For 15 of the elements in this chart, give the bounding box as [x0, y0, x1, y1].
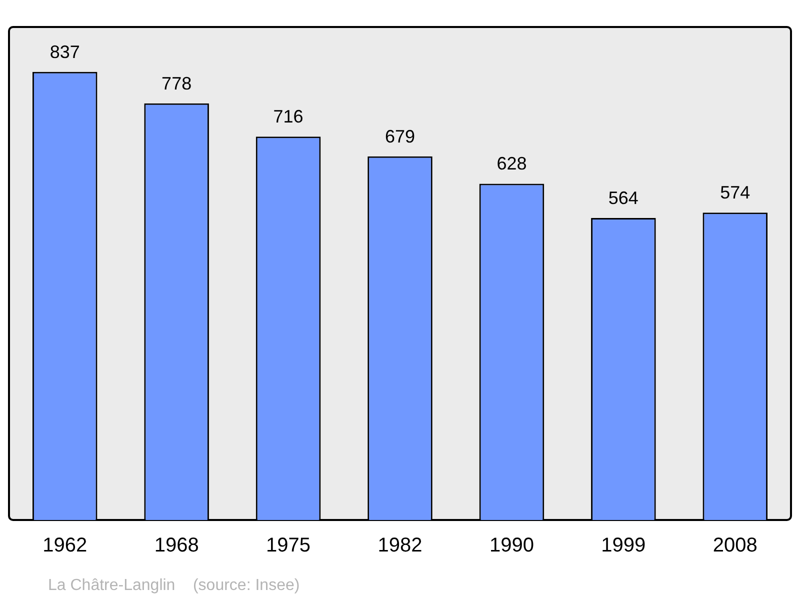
- data-label: 716: [273, 106, 304, 127]
- x-tick-label: 1999: [601, 534, 646, 557]
- data-label: 837: [50, 42, 80, 62]
- x-tick-label: 1962: [42, 534, 88, 557]
- x-tick-label: 1968: [154, 534, 199, 557]
- x-tick-label: 2008: [712, 534, 758, 557]
- text: La Châtre-Langlin (source: Insee): [48, 577, 300, 594]
- data-label: 778: [162, 73, 192, 94]
- x-tick-label: 1990: [489, 534, 534, 557]
- data-label: 564: [608, 188, 638, 208]
- data-label: 628: [496, 154, 527, 174]
- data-label: 574: [720, 182, 750, 203]
- x-tick-label: 1982: [378, 534, 422, 557]
- x-tick-label: 1975: [266, 534, 311, 557]
- data-label: 679: [384, 126, 416, 146]
